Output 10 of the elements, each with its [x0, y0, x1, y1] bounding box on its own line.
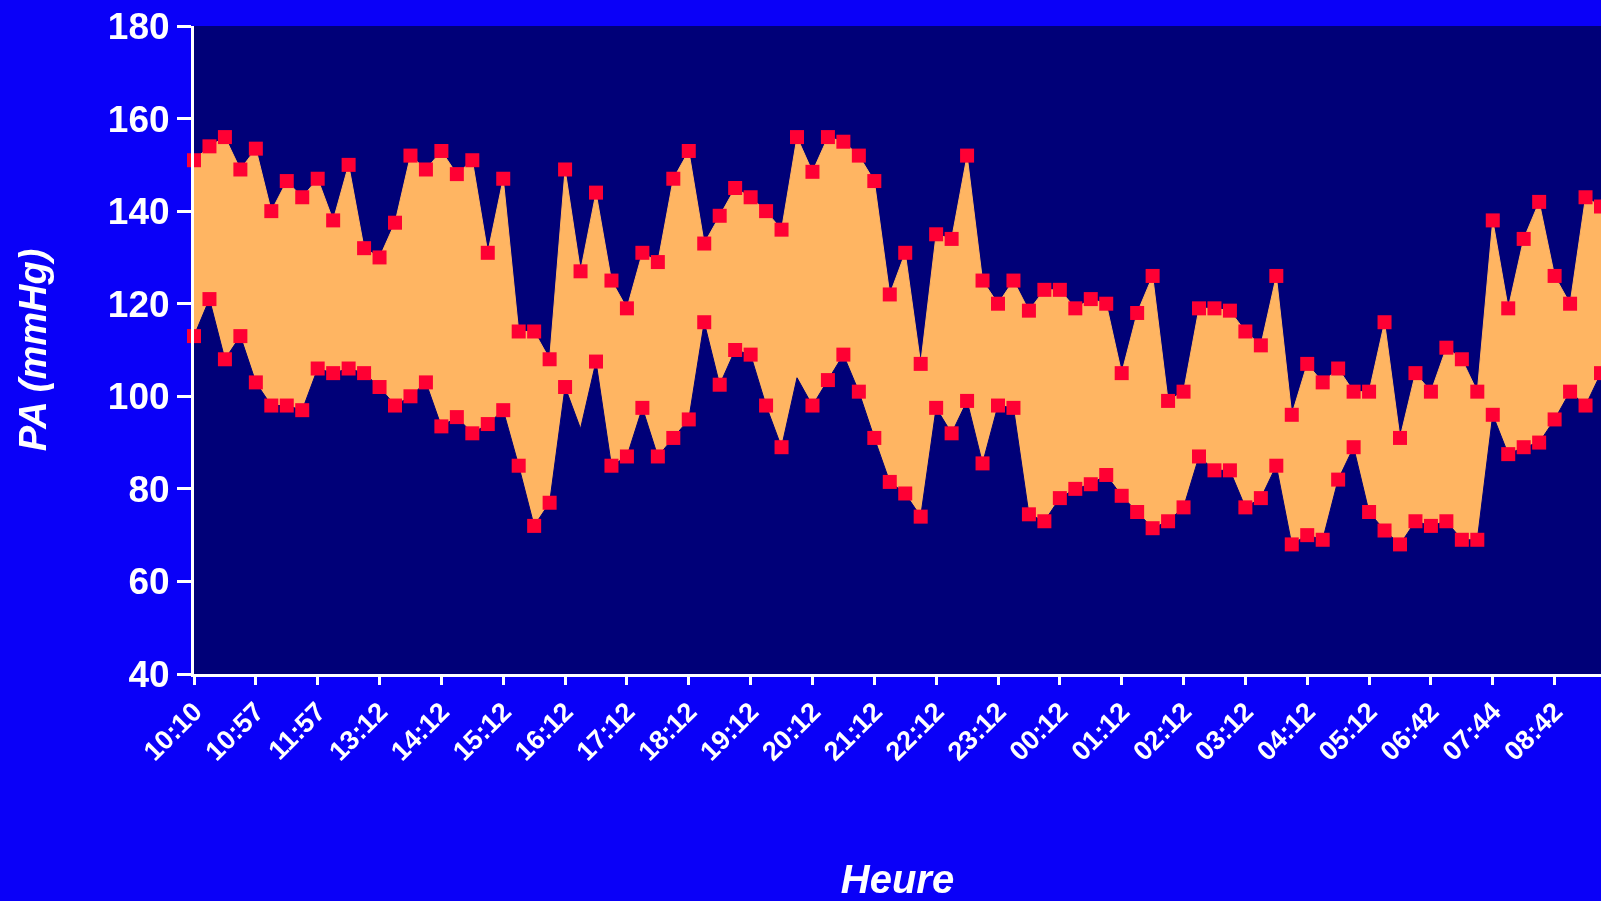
y-tick-label: 40	[128, 653, 170, 695]
y-tick-label: 140	[107, 191, 170, 233]
y-axis-title: PA (mmHg)	[12, 248, 55, 452]
y-tick-label: 100	[107, 376, 170, 418]
y-tick-label: 180	[107, 5, 170, 47]
y-tick-label: 160	[107, 98, 170, 140]
x-axis-title: Heure	[840, 857, 955, 901]
y-tick-label: 80	[128, 468, 170, 510]
y-tick-label: 60	[128, 561, 170, 603]
y-tick-label: 120	[107, 283, 170, 325]
